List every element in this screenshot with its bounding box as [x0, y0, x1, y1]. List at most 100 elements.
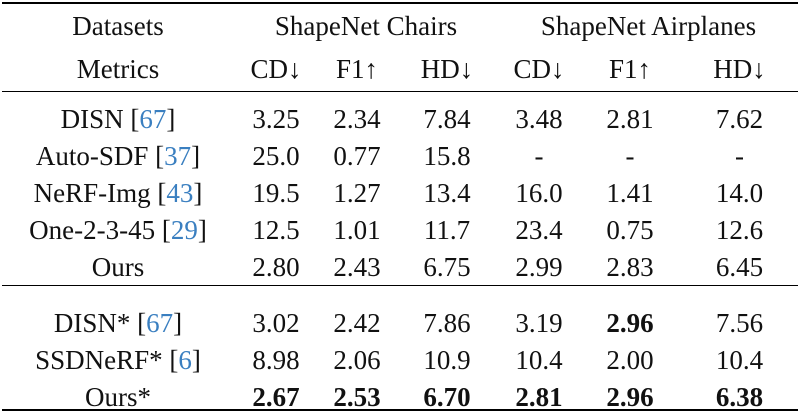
metric-value: 16.0 [515, 178, 563, 208]
metric-header: CD↓ [513, 53, 565, 84]
metric-value: 3.02 [252, 308, 300, 338]
metric-value: 23.4 [515, 215, 563, 245]
metric-header: F1↑ [335, 53, 379, 84]
metric-value: 0.75 [606, 215, 654, 245]
method-name: SSDNeRF* [6] [0, 342, 236, 379]
table-row: DISN [67] 3.25 2.34 7.84 3.48 2.81 7.62 [0, 101, 801, 138]
metric-value: 2.00 [606, 345, 654, 375]
metric-value: 3.19 [515, 308, 563, 338]
citation-bracket: ] [166, 104, 176, 134]
table-row: DISN* [67] 3.02 2.42 7.86 3.19 2.96 7.56 [0, 305, 801, 342]
table-row: SSDNeRF* [6] 8.98 2.06 10.9 10.4 2.00 10.4 [0, 342, 801, 379]
metric-value: 6.70 [423, 382, 471, 412]
table-row: Auto-SDF [37] 25.0 0.77 15.8 - - - [0, 138, 801, 175]
citation-bracket: ] [173, 308, 183, 338]
metric-value: 2.99 [515, 252, 563, 282]
metric-header: CD↓ [250, 53, 302, 84]
metric-value: 25.0 [252, 141, 300, 171]
metric-value: 7.62 [715, 104, 764, 134]
method-label: Ours* [85, 382, 151, 412]
citation-bracket: ] [191, 141, 201, 171]
metric-value: 7.84 [423, 104, 471, 134]
metric-value: 1.01 [333, 215, 381, 245]
bottom-rule [2, 409, 798, 411]
metric-value: 1.41 [606, 178, 654, 208]
citation-bracket: ] [193, 178, 203, 208]
metric-header: HD↓ [713, 53, 766, 84]
method-label: Ours [91, 252, 145, 282]
citation-link[interactable]: 43 [166, 178, 194, 208]
metrics-label: Metrics [76, 53, 160, 84]
method-name: DISN* [67] [0, 305, 236, 342]
group-header-chairs: ShapeNet Chairs [274, 11, 458, 41]
method-name: Ours* [0, 379, 236, 416]
metric-value: 6.38 [715, 382, 764, 412]
metric-value: 1.27 [333, 178, 381, 208]
metric-value: 6.45 [715, 252, 764, 282]
method-label: Auto-SDF [ [35, 141, 165, 171]
header-row-datasets: Datasets ShapeNet Chairs ShapeNet Airpla… [0, 4, 801, 49]
citation-bracket: ] [197, 215, 207, 245]
method-label: DISN [ [60, 104, 140, 134]
metric-value: 3.48 [515, 104, 563, 134]
citation-link[interactable]: 37 [164, 141, 192, 171]
metric-value: 12.5 [252, 215, 300, 245]
citation-link[interactable]: 67 [146, 308, 174, 338]
table-row: Ours* 2.67 2.53 6.70 2.81 2.96 6.38 [0, 379, 801, 416]
metric-value: 2.81 [606, 104, 654, 134]
method-label: DISN* [ [53, 308, 147, 338]
metric-value: 11.7 [423, 215, 471, 245]
metric-value: 8.98 [252, 345, 300, 375]
table-row: Ours 2.80 2.43 6.75 2.99 2.83 6.45 [0, 249, 801, 286]
table-row: One-2-3-45 [29] 12.5 1.01 11.7 23.4 0.75 12.6 [0, 212, 801, 249]
metric-value: 0.77 [333, 141, 381, 171]
datasets-label: Datasets [72, 11, 164, 41]
metric-value: - [735, 141, 745, 171]
metric-value: 7.56 [715, 308, 764, 338]
metric-value: 19.5 [252, 178, 300, 208]
header-row-metrics: Metrics CD↓ F1↑ HD↓ CD↓ F1↑ HD↓ [0, 49, 801, 89]
metric-value: 3.25 [252, 104, 300, 134]
metric-value: 2.80 [252, 252, 300, 282]
top-rule [2, 2, 798, 4]
citation-link[interactable]: 6 [178, 345, 192, 375]
table-row: NeRF-Img [43] 19.5 1.27 13.4 16.0 1.41 14.0 [0, 175, 801, 212]
method-name: Auto-SDF [37] [0, 138, 236, 175]
metric-value: 2.53 [333, 382, 381, 412]
metric-value: - [534, 141, 544, 171]
method-name: NeRF-Img [43] [0, 175, 236, 212]
metric-value: 14.0 [715, 178, 764, 208]
metric-value: 15.8 [423, 141, 471, 171]
metric-value: 2.06 [333, 345, 381, 375]
metric-value: - [625, 141, 635, 171]
citation-link[interactable]: 67 [139, 104, 167, 134]
metric-value: 2.96 [606, 308, 654, 338]
method-name: Ours [0, 249, 236, 286]
header-rule [2, 91, 798, 92]
comparison-table: Datasets ShapeNet Chairs ShapeNet Airpla… [0, 4, 801, 416]
metric-value: 13.4 [423, 178, 471, 208]
metric-value: 10.4 [715, 345, 764, 375]
metric-value: 2.42 [333, 308, 381, 338]
metric-value: 7.86 [423, 308, 471, 338]
metric-value: 10.4 [515, 345, 563, 375]
group-divider-rule [2, 285, 798, 286]
group-header-airplanes: ShapeNet Airplanes [540, 11, 757, 41]
metric-value: 2.43 [333, 252, 381, 282]
citation-link[interactable]: 29 [170, 215, 198, 245]
method-name: One-2-3-45 [29] [0, 212, 236, 249]
metric-value: 6.75 [423, 252, 471, 282]
metric-value: 2.81 [515, 382, 563, 412]
citation-bracket: ] [191, 345, 201, 375]
method-name: DISN [67] [0, 101, 236, 138]
metric-header: F1↑ [609, 53, 652, 84]
method-label: SSDNeRF* [ [35, 345, 179, 375]
metric-value: 2.83 [606, 252, 654, 282]
metric-value: 12.6 [715, 215, 764, 245]
method-label: NeRF-Img [ [33, 178, 167, 208]
method-label: One-2-3-45 [ [29, 215, 171, 245]
metric-value: 2.96 [606, 382, 654, 412]
metric-header: HD↓ [420, 53, 474, 84]
metric-value: 10.9 [423, 345, 471, 375]
